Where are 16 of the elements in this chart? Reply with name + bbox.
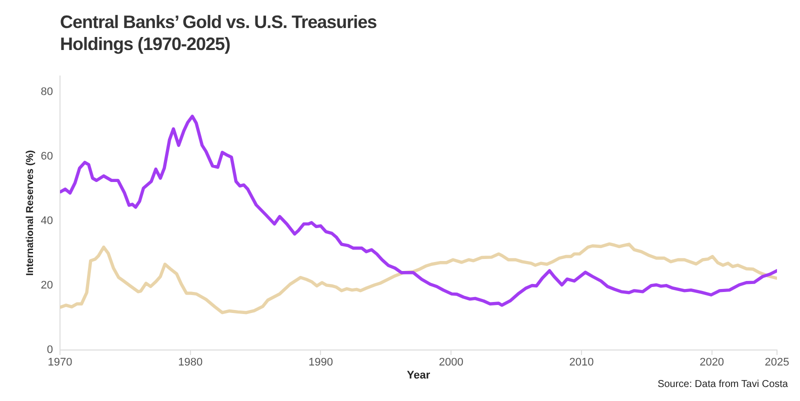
x-tick-label: 2000: [438, 356, 464, 369]
x-tick-label: 2010: [569, 356, 594, 369]
x-tick-label: 1980: [178, 356, 203, 369]
y-tick-label: 0: [46, 344, 53, 356]
y-tick-label: 20: [40, 280, 53, 292]
y-tick-label: 60: [40, 150, 53, 163]
y-axis-title: International Reserves (%): [24, 150, 36, 276]
x-tick-label: 1970: [48, 356, 72, 369]
chart-title: Central Banks’ Gold vs. U.S. Treasuries Holdings (1970-2025): [60, 11, 378, 55]
y-tick-label: 80: [40, 86, 53, 98]
x-axis-title: Year: [406, 369, 431, 382]
y-tick-label: 40: [40, 215, 53, 228]
source-note: Source: Data from Tavi Costa: [658, 379, 788, 390]
x-tick-label: 2025: [764, 356, 790, 369]
x-tick-label: 1990: [308, 356, 333, 369]
x-tick-label: 2020: [700, 356, 724, 369]
